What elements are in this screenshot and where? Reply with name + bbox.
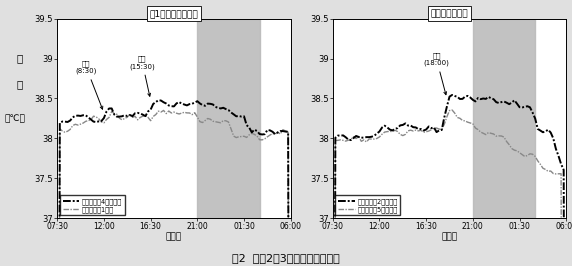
Text: 図2  分娩2～3日前の膣温の変化: 図2 分娩2～3日前の膣温の変化 <box>232 253 340 263</box>
X-axis label: 時　刻: 時 刻 <box>166 233 182 242</box>
Title: 　1日２回給餓区、: 1日２回給餓区、 <box>150 9 198 18</box>
Text: 給餓
(18:00): 給餓 (18:00) <box>424 52 450 95</box>
Text: 脹: 脹 <box>17 53 23 64</box>
Bar <box>197 19 260 218</box>
Legend: 昼分娩牛（2頭平均）, 夜分娩牛（5頭平均）: 昼分娩牛（2頭平均）, 夜分娩牛（5頭平均） <box>335 195 400 215</box>
Legend: 昼分娩牛（4頭平均）, 夜分娩牛（1頭）: 昼分娩牛（4頭平均）, 夜分娩牛（1頭） <box>60 195 125 215</box>
X-axis label: 時　刻: 時 刻 <box>442 233 458 242</box>
Text: 温: 温 <box>17 80 23 89</box>
Text: 給餓
(8:30): 給餓 (8:30) <box>76 60 103 109</box>
Text: 給餓
(15:30): 給餓 (15:30) <box>129 56 155 96</box>
Bar <box>473 19 535 218</box>
Text: （℃）: （℃） <box>5 114 26 123</box>
Title: 　夜間給餓区、: 夜間給餓区、 <box>431 9 468 18</box>
